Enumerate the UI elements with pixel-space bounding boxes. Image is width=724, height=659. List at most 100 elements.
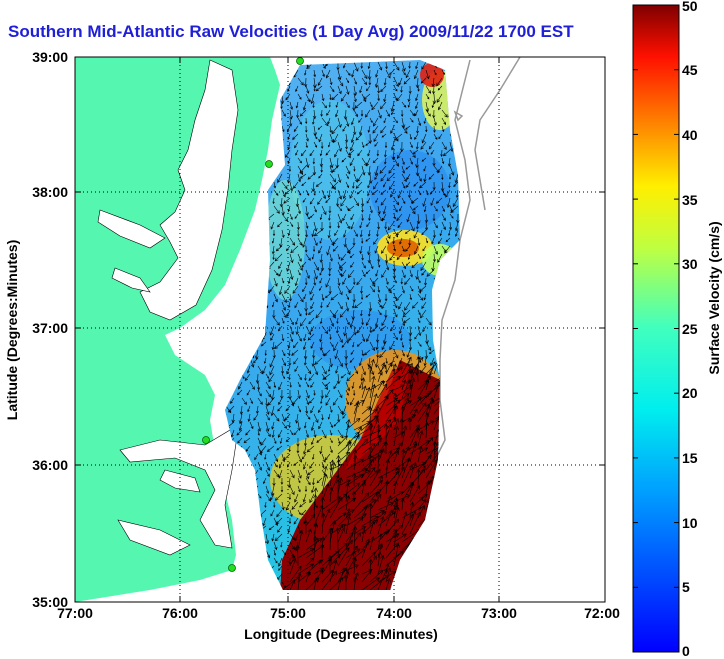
velocity-arrow [265, 421, 270, 432]
velocity-arrow [321, 293, 325, 301]
velocity-arrow [377, 380, 384, 391]
velocity-arrow [270, 509, 275, 517]
velocity-arrow [449, 61, 455, 69]
velocity-arrow [289, 469, 295, 479]
velocity-arrow [242, 333, 251, 341]
velocity-arrow [332, 245, 339, 252]
velocity-arrow [303, 445, 307, 455]
velocity-arrow [305, 85, 310, 94]
velocity-arrow [457, 449, 460, 471]
velocity-arrow [441, 444, 457, 455]
velocity-arrow [369, 117, 373, 124]
velocity-arrow [277, 173, 283, 183]
velocity-arrow [265, 237, 270, 246]
velocity-arrow [305, 397, 310, 406]
velocity-arrow [342, 125, 347, 132]
velocity-arrow [393, 494, 411, 503]
velocity-arrow [424, 221, 429, 231]
velocity-arrow [289, 181, 294, 192]
velocity-arrow [253, 501, 259, 511]
velocity-arrow [287, 277, 291, 285]
velocity-arrow [457, 490, 460, 511]
x-tick-label: 74:00 [376, 605, 412, 621]
velocity-arrow [312, 101, 315, 109]
velocity-arrow [425, 531, 432, 543]
velocity-arrow [289, 429, 294, 436]
velocity-arrow [363, 349, 371, 356]
velocity-arrow [313, 221, 318, 232]
velocity-arrow [281, 333, 285, 342]
velocity-arrow [401, 349, 405, 357]
velocity-arrow [368, 213, 371, 222]
velocity-arrow [310, 421, 315, 432]
velocity-arrow [409, 440, 430, 455]
velocity-arrow [449, 125, 453, 132]
velocity-arrow [383, 117, 387, 124]
velocity-arrow [337, 253, 341, 260]
velocity-arrow [409, 392, 431, 407]
velocity-arrow [421, 157, 427, 162]
velocity-arrow [329, 486, 334, 503]
velocity-arrow [329, 459, 335, 479]
velocity-arrow [321, 508, 331, 527]
velocity-arrow [333, 309, 339, 318]
velocity-arrow [449, 435, 460, 447]
velocity-arrow [377, 567, 388, 590]
velocity-arrow [441, 567, 454, 583]
velocity-arrow [350, 261, 355, 268]
velocity-arrow [415, 93, 419, 102]
radar-station [265, 160, 273, 168]
velocity-arrow [393, 133, 403, 141]
velocity-arrow [441, 390, 446, 407]
velocity-arrow [315, 85, 323, 92]
velocity-arrow [366, 333, 371, 343]
velocity-arrow [247, 413, 251, 423]
velocity-arrow [273, 117, 279, 127]
velocity-arrow [263, 213, 267, 220]
velocity-arrow [343, 237, 348, 248]
velocity-arrow [448, 174, 452, 180]
velocity-arrow [385, 550, 404, 567]
velocity-arrow [355, 181, 363, 189]
velocity-arrow [424, 421, 429, 439]
velocity-arrow [278, 285, 283, 296]
velocity-arrow [424, 349, 429, 360]
velocity-arrow [319, 237, 323, 244]
velocity-arrow [438, 101, 443, 111]
velocity-arrow [241, 493, 246, 502]
velocity-arrow [289, 381, 292, 388]
velocity-arrow [457, 431, 460, 439]
velocity-arrow [417, 454, 432, 471]
velocity-arrow [257, 437, 262, 445]
velocity-arrow [361, 538, 370, 559]
velocity-arrow [312, 109, 317, 120]
velocity-arrow [457, 357, 460, 365]
velocity-arrow [377, 533, 383, 551]
velocity-arrow [405, 125, 411, 130]
velocity-arrow [289, 237, 296, 246]
velocity-arrow [406, 349, 411, 358]
velocity-arrow [377, 261, 381, 268]
velocity-arrow [454, 173, 459, 184]
velocity-arrow [385, 367, 403, 383]
velocity-arrow [246, 581, 251, 590]
velocity-arrow [271, 421, 275, 430]
velocity-arrow [409, 141, 413, 149]
velocity-arrow [248, 309, 252, 318]
velocity-arrow [449, 221, 453, 231]
colorbar-tick-label: 30 [682, 256, 698, 272]
velocity-arrow [275, 245, 283, 252]
velocity-arrow [305, 189, 310, 196]
velocity-arrow [329, 77, 333, 86]
velocity-arrow [450, 205, 459, 214]
velocity-arrow [401, 173, 407, 183]
velocity-arrow [264, 222, 268, 230]
velocity-arrow [381, 301, 387, 310]
velocity-arrow [449, 541, 460, 559]
velocity-arrow [278, 269, 283, 277]
velocity-arrow [329, 357, 333, 368]
velocity-arrow [305, 205, 309, 217]
velocity-arrow [448, 341, 452, 350]
velocity-arrow [305, 413, 311, 420]
velocity-arrow [441, 285, 445, 292]
